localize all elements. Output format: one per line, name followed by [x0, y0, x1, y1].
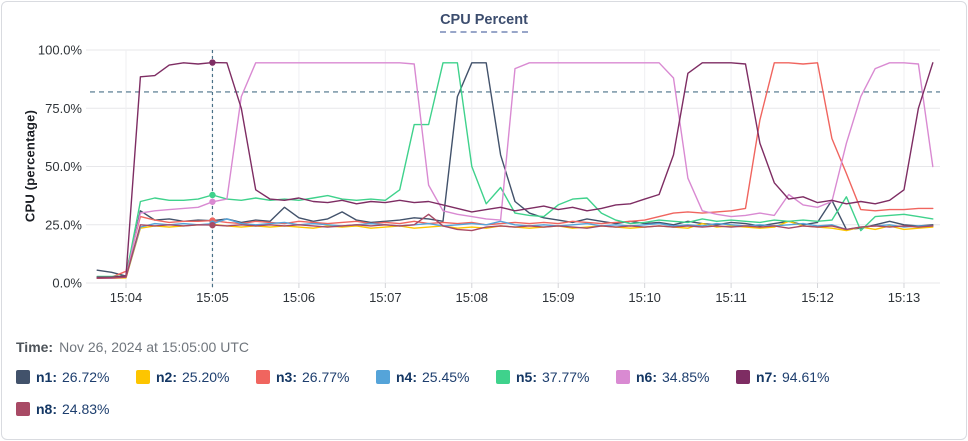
legend-item-n1[interactable]: n1: 26.72%: [16, 369, 123, 385]
chart-title[interactable]: CPU Percent: [440, 12, 528, 33]
legend-label-n3: n3:: [276, 369, 297, 385]
svg-text:15:06: 15:06: [283, 290, 316, 305]
time-row: Time: Nov 26, 2024 at 15:05:00 UTC: [16, 339, 956, 355]
legend-label-n8: n8:: [36, 401, 57, 417]
svg-text:15:05: 15:05: [196, 290, 229, 305]
legend-value-n4: 25.45%: [422, 369, 470, 385]
legend-value-n7: 94.61%: [782, 369, 830, 385]
svg-text:50.0%: 50.0%: [45, 159, 82, 174]
svg-text:100.0%: 100.0%: [38, 43, 83, 58]
legend-swatch-n4: [376, 370, 390, 384]
legend-item-n6[interactable]: n6: 34.85%: [616, 369, 723, 385]
svg-text:15:07: 15:07: [369, 290, 402, 305]
legend-item-n5[interactable]: n5: 37.77%: [496, 369, 603, 385]
legend-value-n1: 26.72%: [62, 369, 110, 385]
legend-swatch-n6: [616, 370, 630, 384]
svg-text:15:09: 15:09: [542, 290, 575, 305]
legend-swatch-n3: [256, 370, 270, 384]
legend-swatch-n2: [136, 370, 150, 384]
legend-item-n4[interactable]: n4: 25.45%: [376, 369, 483, 385]
svg-text:15:13: 15:13: [888, 290, 921, 305]
cpu-percent-chart[interactable]: 0.0% 25.0% 50.0% 75.0% 100.0% 15:04 15:05 15:06…: [2, 40, 968, 316]
chart-footer: Time: Nov 26, 2024 at 15:05:00 UTC n1: 26…: [16, 339, 956, 433]
legend-label-n7: n7:: [756, 369, 777, 385]
legend-label-n5: n5:: [516, 369, 537, 385]
time-label: Time:: [16, 339, 54, 355]
legend-value-n6: 34.85%: [662, 369, 710, 385]
legend-label-n4: n4:: [396, 369, 417, 385]
svg-text:15:12: 15:12: [801, 290, 834, 305]
time-value: Nov 26, 2024 at 15:05:00 UTC: [59, 339, 249, 355]
legend-item-n7[interactable]: n7: 94.61%: [736, 369, 843, 385]
legend-value-n3: 26.77%: [302, 369, 350, 385]
svg-text:15:10: 15:10: [628, 290, 661, 305]
legend-swatch-n7: [736, 370, 750, 384]
legend-item-n3[interactable]: n3: 26.77%: [256, 369, 363, 385]
legend-label-n1: n1:: [36, 369, 57, 385]
legend-swatch-n1: [16, 370, 30, 384]
legend-value-n2: 25.20%: [182, 369, 230, 385]
chart-legend: n1: 26.72% n2: 25.20% n3: 26.77% n4: 25.…: [16, 369, 956, 433]
svg-text:0.0%: 0.0%: [52, 276, 82, 291]
svg-text:15:04: 15:04: [110, 290, 143, 305]
legend-item-n8[interactable]: n8: 24.83%: [16, 401, 123, 417]
legend-value-n8: 24.83%: [62, 401, 110, 417]
chart-header: CPU Percent: [2, 11, 966, 33]
legend-value-n5: 37.77%: [542, 369, 590, 385]
legend-swatch-n5: [496, 370, 510, 384]
svg-text:15:08: 15:08: [456, 290, 489, 305]
legend-label-n2: n2:: [156, 369, 177, 385]
svg-text:75.0%: 75.0%: [45, 101, 82, 116]
legend-item-n2[interactable]: n2: 25.20%: [136, 369, 243, 385]
legend-swatch-n8: [16, 402, 30, 416]
legend-label-n6: n6:: [636, 369, 657, 385]
svg-text:15:11: 15:11: [715, 290, 747, 305]
svg-text:25.0%: 25.0%: [45, 217, 82, 232]
